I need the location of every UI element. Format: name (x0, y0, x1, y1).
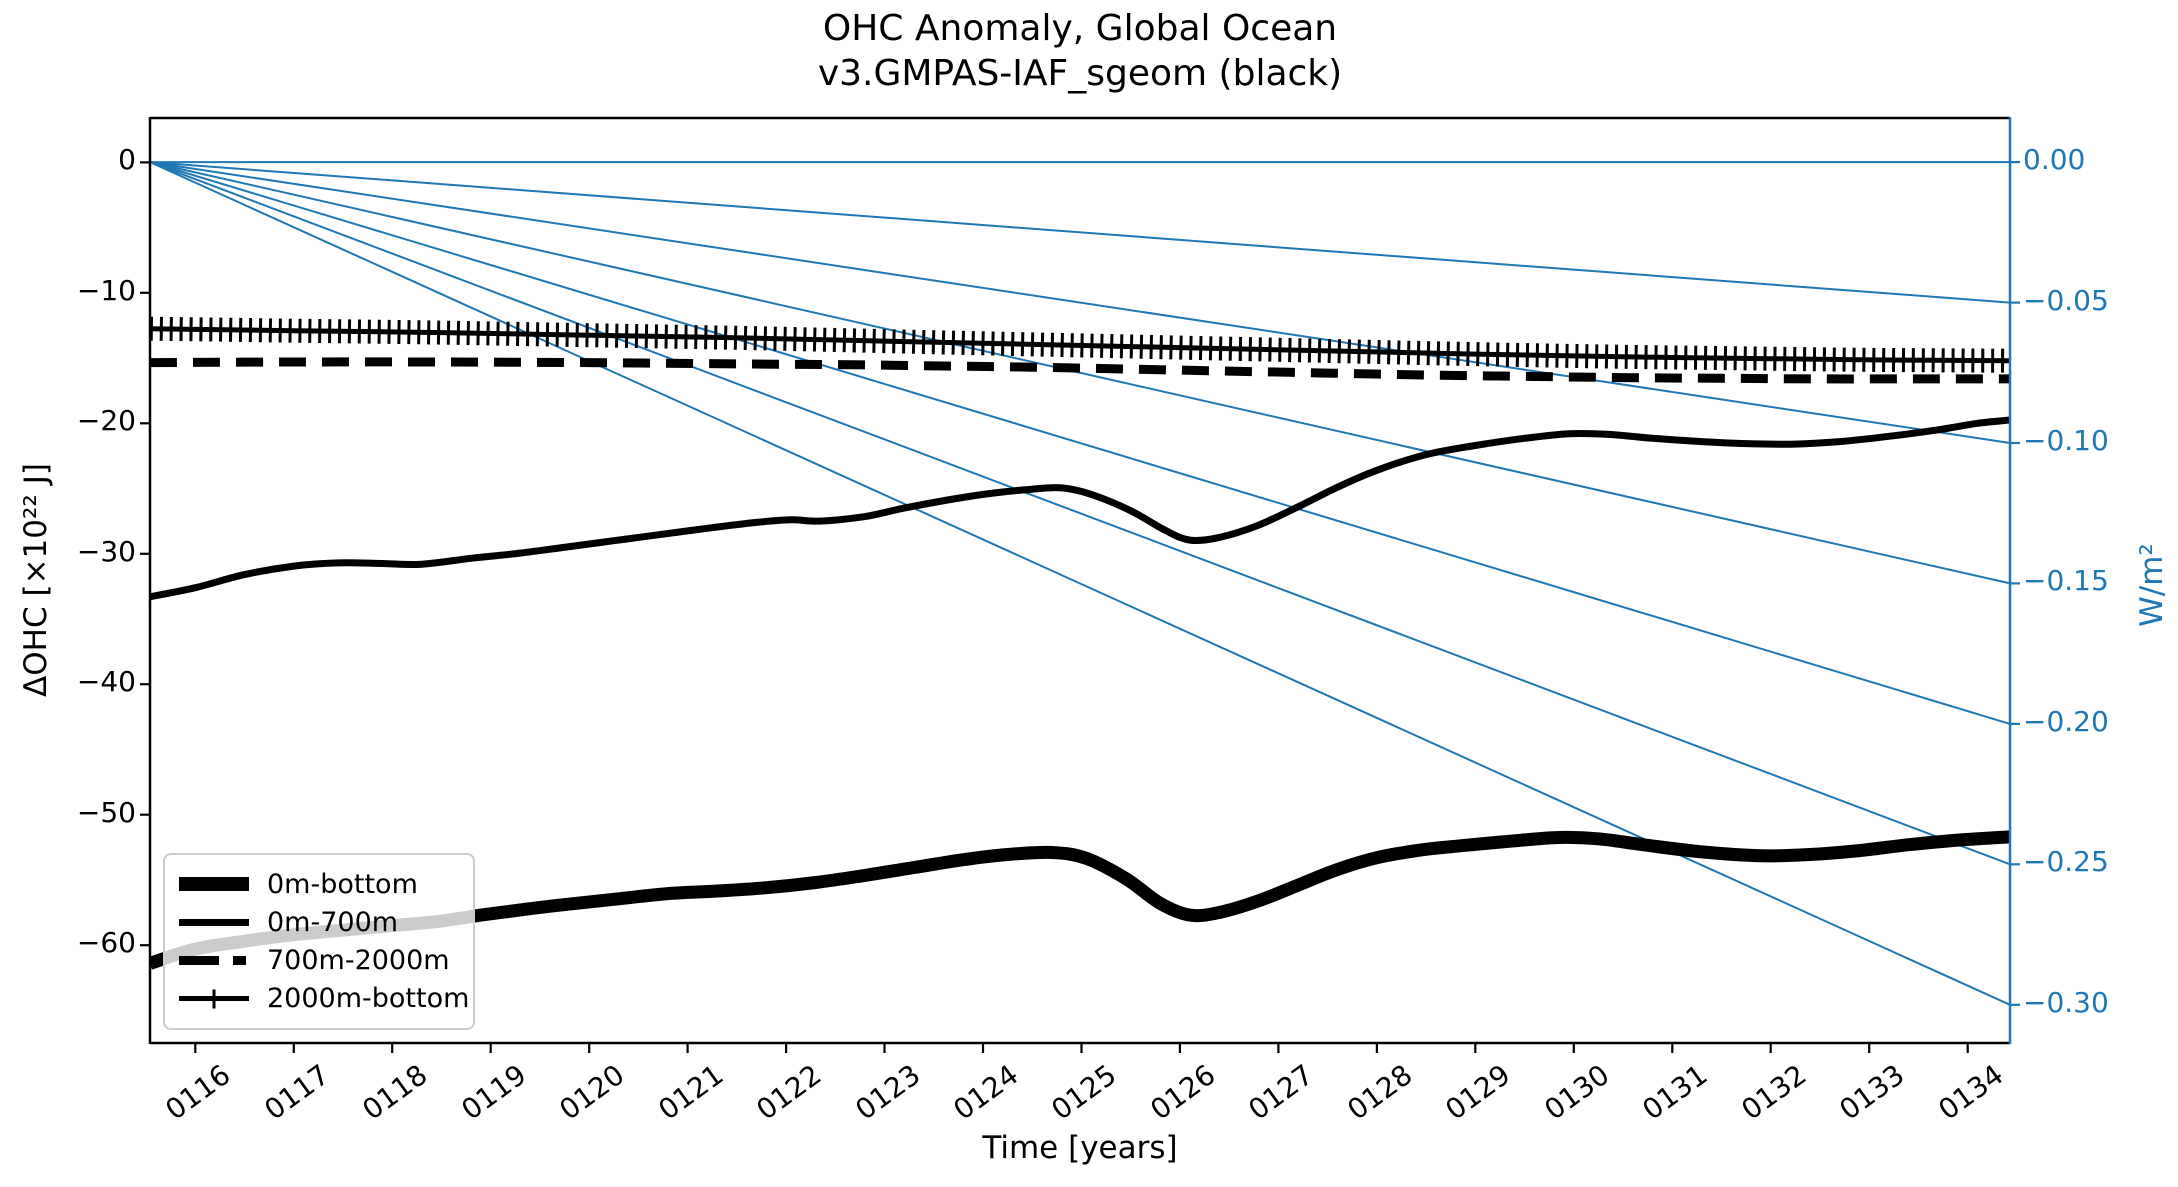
series-700m-2000m (150, 357, 2010, 384)
x-axis-label: Time [years] (982, 1130, 1178, 1166)
y-left-tick-label: −40 (76, 665, 136, 699)
y-right-tick-label: −0.10 (2023, 424, 2109, 457)
y-left-tick-label: −60 (76, 926, 136, 960)
y-right-tick-label: −0.05 (2023, 283, 2109, 317)
y-left-tick-label: −50 (76, 795, 136, 829)
y-left-tick-label: −10 (76, 273, 136, 307)
reference-line-wm2 (149, 161, 2011, 444)
legend: 0m-bottom 0m-700m 700m-2000m 2000m-botto… (163, 853, 475, 1030)
y-axis-label-right: W/m² (2134, 543, 2170, 627)
legend-sample-dashed-line (179, 956, 249, 966)
y-left-tick-label: −30 (76, 534, 136, 568)
legend-sample-plus-marker-line (179, 989, 249, 1009)
legend-label: 0m-bottom (267, 868, 418, 900)
chart-title-line1: OHC Anomaly, Global Ocean (822, 8, 1338, 49)
reference-line-wm2 (149, 161, 2011, 1006)
series-0m-bottom (150, 830, 2010, 970)
series-0m-700m (150, 416, 2010, 601)
reference-line-wm2 (149, 161, 2011, 866)
series-2000m-bottom (150, 326, 2010, 364)
legend-label: 0m-700m (267, 906, 399, 938)
legend-label: 2000m-bottom (267, 983, 470, 1015)
plus-marker-icon (212, 989, 216, 1009)
legend-item-2000m-bottom: 2000m-bottom (179, 980, 469, 1018)
legend-item-700m-2000m: 700m-2000m (179, 942, 459, 980)
y-right-tick-label: −0.30 (2023, 985, 2109, 1019)
y-left-tick-label: 0 (118, 143, 136, 177)
chart-title: OHC Anomaly, Global Ocean v3.GMPAS-IAF_s… (150, 6, 2010, 96)
reference-line-wm2 (149, 161, 2011, 725)
reference-line-wm2 (149, 161, 2011, 304)
y-right-tick-label: −0.15 (2023, 564, 2109, 598)
reference-line-wm2 (149, 161, 2011, 585)
y-right-tick-label: 0.00 (2023, 143, 2086, 177)
y-left-tick-label: −20 (76, 404, 136, 438)
y-right-tick-label: −0.25 (2023, 845, 2109, 879)
chart-title-line2: v3.GMPAS-IAF_sgeom (black) (817, 53, 1343, 94)
legend-sample-thick-solid-line (179, 877, 249, 892)
y-axis-label-left: ΔOHC [×10²² J] (18, 463, 54, 697)
legend-item-0m-700m: 0m-700m (179, 903, 459, 941)
legend-sample-solid-line (179, 918, 249, 926)
legend-item-0m-bottom: 0m-bottom (179, 865, 459, 903)
legend-label: 700m-2000m (267, 945, 450, 977)
y-right-tick-label: −0.20 (2023, 704, 2109, 738)
